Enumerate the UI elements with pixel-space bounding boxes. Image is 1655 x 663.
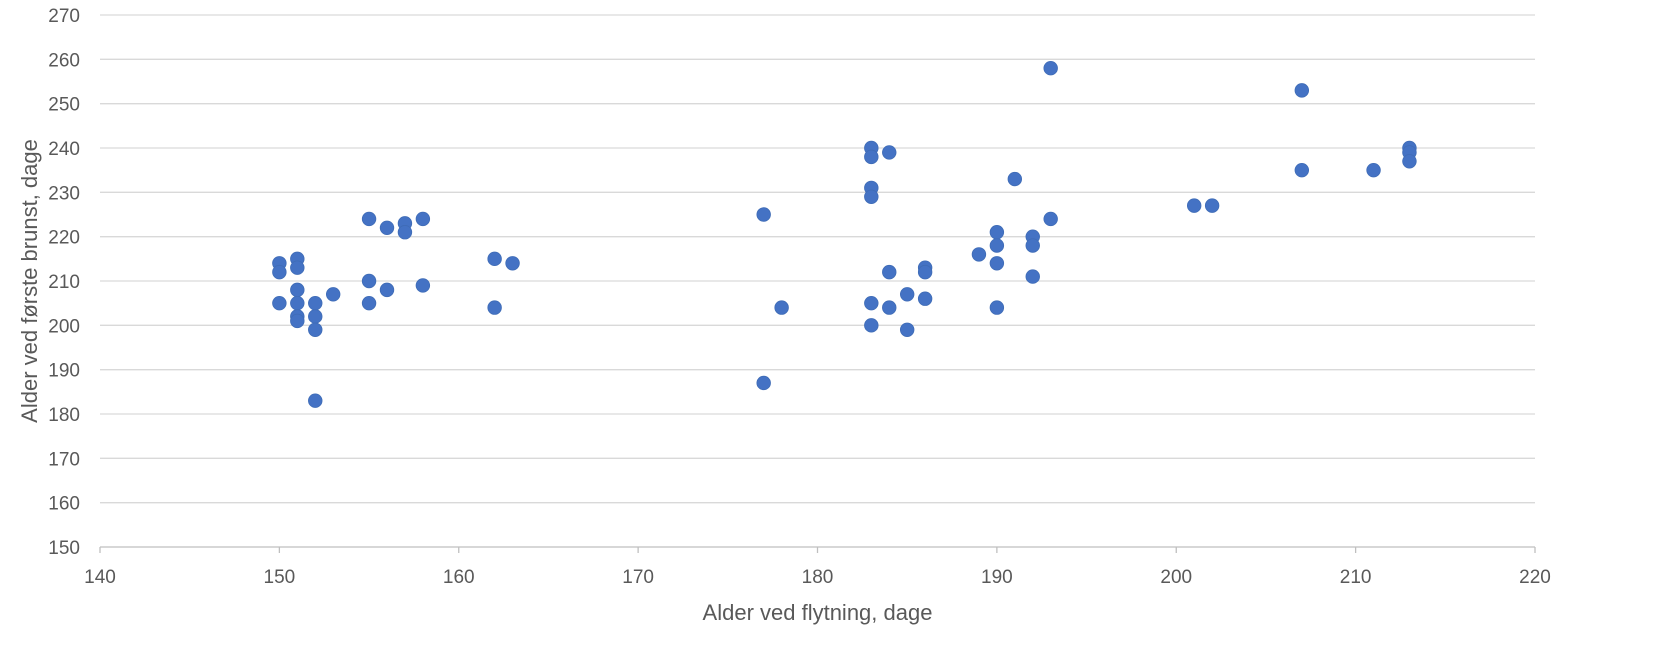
y-axis-ticks: 150 160 170 180 190 200 210 220 230 240 250 260 270 — [48, 6, 80, 559]
data-points — [272, 60, 1417, 408]
data-point — [1007, 171, 1023, 187]
data-point — [290, 313, 305, 329]
gridlines — [100, 14, 1535, 504]
data-point — [989, 256, 1005, 271]
data-point — [272, 264, 287, 280]
y-tick-label: 230 — [48, 183, 80, 204]
data-point — [1025, 238, 1040, 253]
data-point — [415, 211, 431, 227]
data-point — [325, 287, 341, 302]
data-point — [1402, 154, 1417, 169]
data-point — [308, 322, 323, 337]
data-point — [917, 291, 933, 306]
data-point — [308, 393, 323, 408]
data-point — [290, 282, 305, 298]
data-point — [989, 238, 1005, 253]
data-point — [1043, 60, 1058, 76]
y-tick-label: 160 — [48, 494, 80, 515]
data-point — [505, 256, 520, 271]
data-point — [487, 251, 502, 267]
x-tick-label: 140 — [84, 567, 116, 588]
data-point — [756, 207, 771, 222]
x-tick-label: 160 — [443, 567, 475, 588]
data-point — [899, 287, 915, 302]
data-point — [361, 295, 377, 311]
data-point — [379, 282, 395, 298]
data-point — [308, 309, 323, 324]
data-point — [1186, 198, 1202, 213]
data-point — [1366, 162, 1381, 178]
x-tick-label: 210 — [1340, 567, 1372, 588]
y-tick-label: 270 — [48, 6, 80, 27]
x-axis-title: Alder ved flytning, dage — [703, 600, 933, 625]
data-point — [1294, 162, 1310, 178]
data-point — [1294, 83, 1310, 98]
y-tick-label: 150 — [48, 538, 80, 559]
data-point — [864, 189, 879, 204]
data-point — [917, 264, 933, 280]
y-tick-label: 210 — [48, 272, 80, 293]
data-point — [379, 220, 395, 236]
data-point — [361, 211, 377, 227]
data-point — [1025, 269, 1040, 284]
data-point — [415, 278, 431, 293]
y-tick-label: 260 — [48, 50, 80, 71]
y-tick-label: 220 — [48, 228, 80, 249]
data-point — [971, 247, 987, 262]
data-point — [864, 149, 879, 165]
x-tick-label: 220 — [1519, 567, 1551, 588]
y-tick-label: 250 — [48, 95, 80, 116]
y-tick-label: 190 — [48, 361, 80, 382]
data-point — [487, 300, 502, 315]
data-point — [272, 295, 287, 311]
data-point — [899, 322, 915, 337]
data-point — [756, 375, 771, 391]
data-point — [989, 225, 1005, 240]
data-point — [989, 300, 1005, 315]
y-tick-label: 240 — [48, 139, 80, 160]
x-tick-label: 180 — [802, 567, 834, 588]
data-point — [882, 264, 897, 280]
x-tick-label: 170 — [622, 567, 654, 588]
data-point — [397, 225, 413, 240]
data-point — [290, 260, 305, 275]
data-point — [882, 300, 897, 315]
y-tick-label: 170 — [48, 449, 80, 470]
data-point — [1043, 211, 1058, 227]
data-point — [1204, 198, 1220, 213]
y-axis-title: Alder ved første brunst, dage — [17, 139, 42, 423]
x-tick-label: 200 — [1160, 567, 1192, 588]
x-tick-label: 190 — [981, 567, 1013, 588]
data-point — [864, 318, 879, 333]
x-tick-label: 150 — [264, 567, 296, 588]
data-point — [361, 273, 377, 289]
data-point — [864, 295, 879, 311]
data-point — [290, 295, 305, 311]
data-point — [308, 295, 323, 311]
x-axis-ticks: 140 150 160 170 180 190 200 210 220 — [84, 547, 1551, 588]
y-tick-label: 180 — [48, 405, 80, 426]
y-tick-label: 200 — [48, 316, 80, 337]
data-point — [774, 300, 789, 315]
data-point — [882, 145, 897, 160]
